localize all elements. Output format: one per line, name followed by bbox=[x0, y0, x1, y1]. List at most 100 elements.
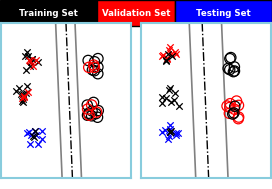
Point bbox=[32, 136, 36, 139]
Point bbox=[231, 113, 235, 116]
Point bbox=[23, 54, 27, 57]
Point bbox=[14, 90, 18, 93]
Point bbox=[166, 49, 171, 52]
Point bbox=[34, 59, 38, 62]
Point bbox=[165, 57, 169, 60]
Point bbox=[36, 142, 41, 145]
Point bbox=[228, 57, 232, 60]
Point bbox=[26, 131, 31, 134]
Point bbox=[169, 55, 174, 58]
Point bbox=[90, 68, 95, 71]
Point bbox=[168, 131, 172, 134]
Point bbox=[34, 134, 38, 137]
Point bbox=[236, 116, 241, 119]
Point bbox=[28, 142, 32, 145]
Text: Testing Set: Testing Set bbox=[196, 9, 251, 18]
Point bbox=[169, 129, 173, 132]
Point bbox=[166, 134, 171, 137]
Point bbox=[30, 57, 34, 60]
Point bbox=[96, 109, 100, 112]
FancyBboxPatch shape bbox=[175, 0, 272, 26]
Point bbox=[23, 92, 28, 95]
Point bbox=[228, 68, 232, 71]
Point bbox=[236, 104, 241, 107]
Point bbox=[91, 64, 96, 67]
FancyBboxPatch shape bbox=[0, 0, 97, 26]
Point bbox=[85, 114, 90, 117]
Point bbox=[232, 108, 237, 111]
Point bbox=[21, 100, 26, 103]
Point bbox=[168, 100, 173, 103]
Point bbox=[28, 59, 33, 62]
Point bbox=[33, 130, 37, 133]
Point bbox=[168, 87, 172, 90]
Point bbox=[86, 59, 90, 62]
Point bbox=[17, 86, 21, 89]
Point bbox=[174, 132, 178, 135]
Point bbox=[94, 112, 98, 115]
Point bbox=[26, 59, 31, 62]
FancyBboxPatch shape bbox=[97, 0, 175, 26]
Point bbox=[94, 111, 99, 114]
Point bbox=[39, 129, 44, 132]
Point bbox=[31, 64, 35, 67]
Point bbox=[164, 58, 168, 61]
Point bbox=[96, 66, 100, 69]
Point bbox=[160, 55, 164, 58]
Point bbox=[233, 105, 237, 108]
Point bbox=[163, 129, 168, 132]
Point bbox=[166, 89, 171, 92]
Point bbox=[21, 95, 26, 98]
Point bbox=[25, 132, 30, 135]
Text: Validation Set: Validation Set bbox=[102, 9, 170, 18]
Point bbox=[87, 114, 91, 117]
Point bbox=[91, 101, 96, 104]
Point bbox=[173, 50, 177, 53]
Point bbox=[19, 99, 24, 102]
Point bbox=[229, 56, 233, 59]
Point bbox=[22, 94, 27, 98]
Point bbox=[176, 105, 181, 108]
Point bbox=[161, 54, 165, 57]
Point bbox=[89, 103, 94, 106]
Point bbox=[168, 123, 172, 126]
Point bbox=[29, 134, 34, 137]
Point bbox=[32, 129, 37, 132]
Point bbox=[168, 131, 172, 134]
Point bbox=[89, 114, 94, 117]
Point bbox=[96, 72, 100, 75]
Point bbox=[159, 130, 164, 133]
Point bbox=[228, 106, 232, 109]
Point bbox=[166, 52, 171, 55]
Point bbox=[35, 60, 40, 63]
Point bbox=[29, 60, 33, 63]
Point bbox=[95, 116, 100, 119]
Point bbox=[234, 100, 239, 103]
Point bbox=[92, 66, 97, 69]
Text: Training Set: Training Set bbox=[19, 9, 78, 18]
Point bbox=[173, 92, 177, 95]
Point bbox=[85, 104, 89, 107]
Point bbox=[231, 70, 236, 73]
Point bbox=[26, 55, 30, 58]
Point bbox=[169, 52, 174, 55]
Point bbox=[92, 69, 97, 72]
Point bbox=[24, 85, 29, 88]
Point bbox=[228, 102, 232, 105]
Point bbox=[160, 96, 164, 99]
Point bbox=[163, 97, 168, 100]
Point bbox=[172, 98, 176, 101]
Point bbox=[166, 137, 170, 140]
Point bbox=[19, 97, 24, 100]
Point bbox=[21, 98, 26, 101]
Point bbox=[232, 112, 236, 115]
Point bbox=[92, 60, 97, 63]
Point bbox=[25, 50, 29, 53]
Point bbox=[164, 59, 168, 62]
Point bbox=[226, 67, 230, 70]
Point bbox=[174, 133, 178, 136]
Point bbox=[24, 69, 29, 72]
Point bbox=[86, 112, 91, 115]
Point bbox=[30, 57, 34, 60]
Point bbox=[175, 132, 180, 135]
